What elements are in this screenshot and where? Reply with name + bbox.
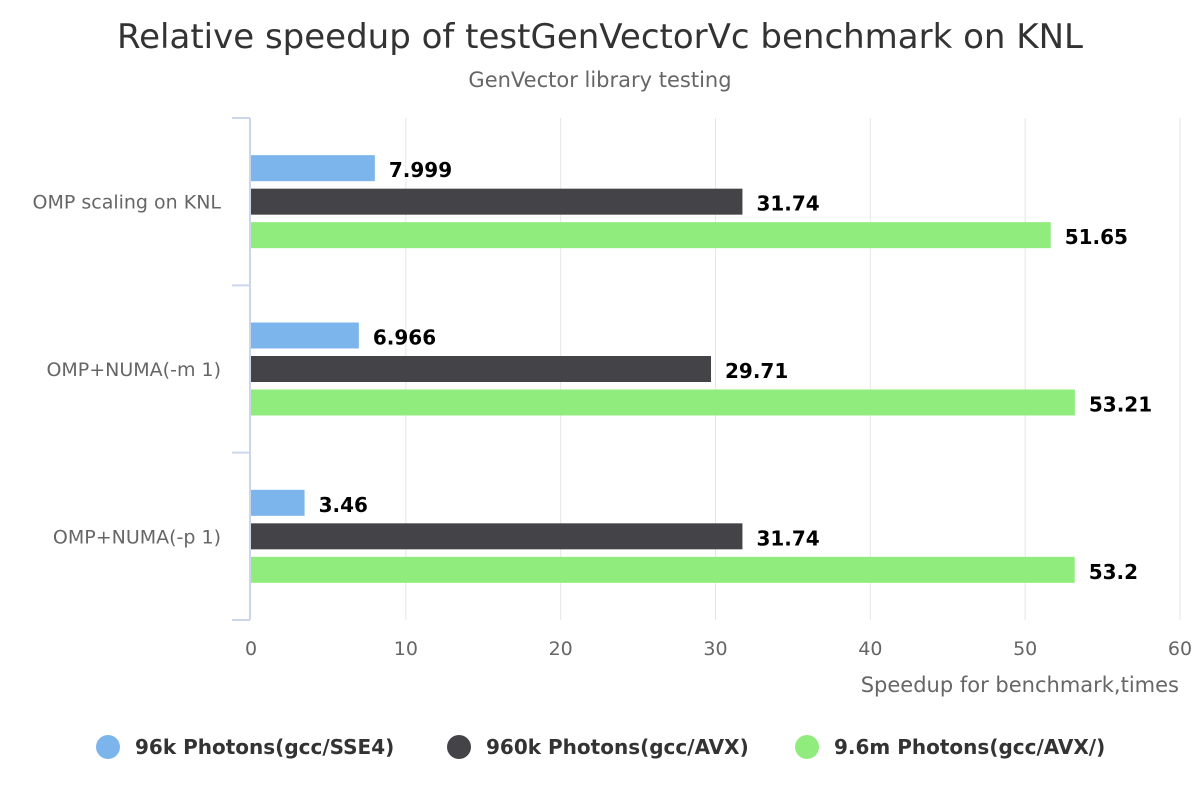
data-label: 29.71 bbox=[725, 359, 788, 383]
bar bbox=[251, 155, 375, 182]
legend-marker bbox=[795, 735, 819, 759]
legend-label: 96k Photons(gcc/SSE4) bbox=[135, 735, 394, 759]
category-label: OMP scaling on KNL bbox=[33, 192, 222, 214]
bar bbox=[251, 489, 305, 516]
bar bbox=[251, 389, 1075, 416]
x-axis-title: Speedup for benchmark,times bbox=[861, 673, 1179, 697]
legend: 96k Photons(gcc/SSE4) 960k Photons(gcc/AV… bbox=[96, 735, 1105, 759]
x-tick-label: 30 bbox=[703, 638, 727, 660]
x-tick-label: 0 bbox=[245, 638, 257, 660]
chart-subtitle: GenVector library testing bbox=[468, 68, 731, 92]
chart-title: Relative speedup of testGenVectorVc benc… bbox=[117, 17, 1083, 57]
bars: 7.999 31.74 51.65 6.966 29.71 53.21 3.46 31.74 5… bbox=[251, 155, 1152, 584]
data-label: 53.21 bbox=[1089, 393, 1152, 417]
x-tick-label: 40 bbox=[858, 638, 882, 660]
legend-marker bbox=[447, 735, 471, 759]
bar bbox=[251, 222, 1051, 249]
bar bbox=[251, 556, 1075, 583]
x-tick-label: 20 bbox=[549, 638, 573, 660]
x-tick-label: 60 bbox=[1168, 638, 1192, 660]
category-axis: OMP scaling on KNL OMP+NUMA(-m 1) OMP+NUMA… bbox=[33, 117, 251, 621]
x-tick-label: 10 bbox=[394, 638, 418, 660]
data-label: 53.2 bbox=[1089, 560, 1138, 584]
category-label: OMP+NUMA(-m 1) bbox=[46, 359, 221, 381]
data-label: 31.74 bbox=[756, 192, 819, 216]
x-tick-label: 50 bbox=[1013, 638, 1037, 660]
bar bbox=[251, 356, 712, 382]
bar bbox=[251, 523, 743, 550]
data-label: 7.999 bbox=[389, 158, 452, 182]
data-label: 6.966 bbox=[373, 326, 436, 350]
data-label: 3.46 bbox=[319, 493, 368, 517]
data-label: 31.74 bbox=[756, 526, 819, 550]
data-label: 51.65 bbox=[1065, 225, 1128, 249]
legend-label: 9.6m Photons(gcc/AVX/) bbox=[834, 735, 1105, 759]
legend-marker bbox=[96, 735, 120, 759]
category-label: OMP+NUMA(-p 1) bbox=[53, 526, 221, 548]
value-axis-ticks: 0 10 20 30 40 50 60 bbox=[245, 638, 1192, 660]
legend-label: 960k Photons(gcc/AVX) bbox=[486, 735, 749, 759]
bar bbox=[251, 322, 359, 349]
bar bbox=[251, 188, 743, 215]
